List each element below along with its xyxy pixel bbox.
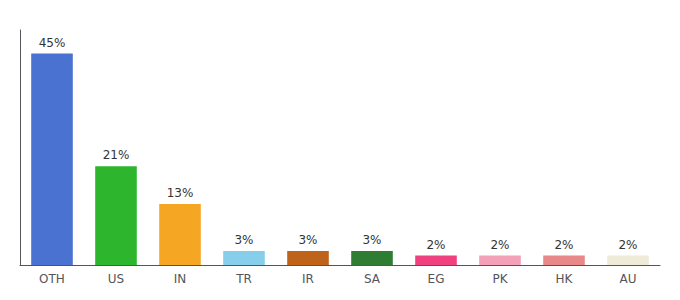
svg-text:2%: 2% xyxy=(490,238,509,252)
svg-text:PK: PK xyxy=(492,272,508,286)
svg-text:TR: TR xyxy=(235,272,252,286)
svg-text:OTH: OTH xyxy=(39,272,65,286)
svg-text:US: US xyxy=(108,272,124,286)
svg-text:IR: IR xyxy=(302,272,314,286)
svg-text:2%: 2% xyxy=(426,238,445,252)
svg-text:13%: 13% xyxy=(167,186,194,200)
svg-text:3%: 3% xyxy=(298,233,317,247)
svg-text:2%: 2% xyxy=(554,238,573,252)
svg-text:2%: 2% xyxy=(618,238,637,252)
svg-text:SA: SA xyxy=(364,272,381,286)
svg-text:45%: 45% xyxy=(39,36,66,50)
svg-text:AU: AU xyxy=(620,272,637,286)
svg-text:3%: 3% xyxy=(234,233,253,247)
svg-text:IN: IN xyxy=(174,272,187,286)
svg-text:HK: HK xyxy=(556,272,574,286)
svg-text:EG: EG xyxy=(428,272,445,286)
svg-text:3%: 3% xyxy=(362,233,381,247)
svg-text:21%: 21% xyxy=(103,148,130,162)
